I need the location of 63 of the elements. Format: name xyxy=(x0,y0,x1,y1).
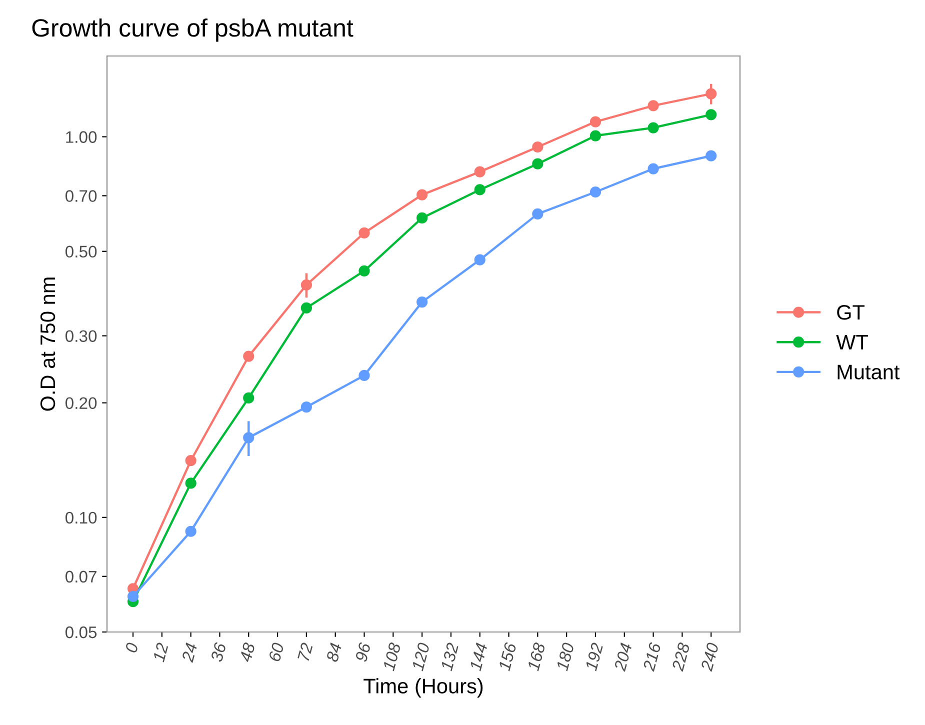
point xyxy=(243,392,254,404)
x-tick-label: 144 xyxy=(469,642,488,672)
y-tick-label: 0.30 xyxy=(65,330,97,342)
point xyxy=(416,212,428,224)
point xyxy=(706,109,717,120)
x-axis-title: Time (Hours) xyxy=(364,678,483,698)
point xyxy=(648,163,659,174)
point xyxy=(590,116,602,128)
x-tick-label: 0 xyxy=(124,642,138,654)
x-tick-label: 180 xyxy=(556,642,574,672)
x-tick-label: 24 xyxy=(181,642,198,663)
x-tick-label: 240 xyxy=(700,642,719,672)
point xyxy=(416,189,428,200)
x-tick-label: 120 xyxy=(411,642,430,672)
x-tick-label: 168 xyxy=(527,642,546,672)
point xyxy=(185,478,196,489)
x-tick-label: 60 xyxy=(268,642,284,662)
point xyxy=(532,141,544,153)
x-tick-label: 36 xyxy=(210,642,226,662)
point xyxy=(532,208,544,220)
x-tick-label: 12 xyxy=(152,642,168,662)
point xyxy=(416,296,428,308)
point xyxy=(532,158,544,170)
y-tick-label: 1.00 xyxy=(66,131,97,143)
point xyxy=(127,590,139,602)
point xyxy=(300,302,312,314)
point xyxy=(648,100,659,112)
x-tick-label: 96 xyxy=(354,642,371,662)
x-tick-label: 108 xyxy=(382,642,402,672)
point xyxy=(358,265,370,277)
point xyxy=(590,186,602,198)
y-tick-label: 0.70 xyxy=(65,190,97,202)
point xyxy=(474,166,486,178)
legend-label: GT xyxy=(837,305,865,320)
point xyxy=(474,254,486,266)
chart-title: Growth curve of psbA mutant xyxy=(32,18,354,42)
x-tick-label: 204 xyxy=(614,642,632,672)
point xyxy=(300,401,312,413)
x-tick-label: 228 xyxy=(671,642,690,672)
point xyxy=(706,150,717,162)
point xyxy=(243,350,254,362)
legend-label: Mutant xyxy=(838,364,900,380)
x-tick-label: 216 xyxy=(642,642,662,672)
x-tick-label: 84 xyxy=(326,642,342,662)
x-tick-label: 192 xyxy=(584,642,604,672)
y-axis-title: O.D at 750 nm xyxy=(40,278,56,411)
point xyxy=(185,526,196,537)
x-tick-label: 132 xyxy=(440,642,459,672)
point xyxy=(648,122,659,134)
point xyxy=(590,130,602,142)
x-tick-label: 72 xyxy=(297,642,313,662)
y-tick-label: 0.07 xyxy=(65,570,96,583)
y-tick-label: 0.20 xyxy=(65,397,97,410)
y-tick-label: 0.05 xyxy=(65,626,97,638)
point xyxy=(358,370,370,382)
point xyxy=(185,455,196,466)
x-tick-label: 156 xyxy=(498,642,517,672)
point xyxy=(474,184,486,196)
x-tick-label: 48 xyxy=(239,642,256,663)
legend-label: WT xyxy=(836,335,868,350)
point xyxy=(358,227,370,238)
y-tick-label: 0.10 xyxy=(65,512,97,524)
y-tick-label: 0.50 xyxy=(65,246,97,258)
